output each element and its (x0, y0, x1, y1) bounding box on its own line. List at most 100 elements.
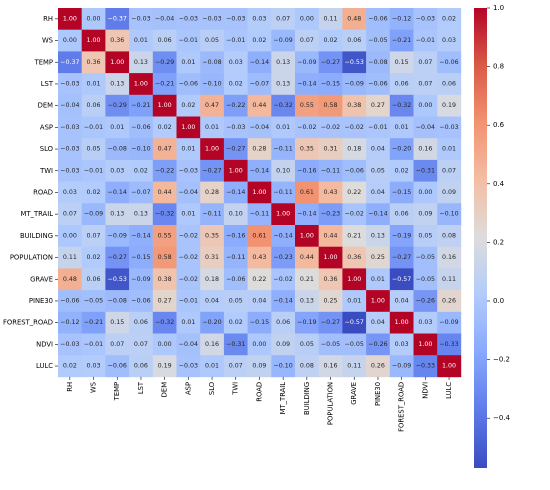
cell-value-label: −0.06 (108, 363, 127, 370)
cell-value-label: 0.43 (252, 254, 266, 261)
heatmap-cell (389, 311, 414, 334)
x-tick-label: PINE30 (374, 382, 382, 406)
cell-value-label: 0.01 (371, 276, 385, 283)
cell-value-label: −0.14 (226, 189, 245, 196)
cell-value-label: −0.09 (345, 80, 364, 87)
heatmap-cell (152, 225, 177, 247)
heatmap-cell (247, 225, 272, 247)
heatmap-cell (105, 333, 130, 356)
heatmap-cell (295, 225, 319, 247)
cell-value-label: 0.07 (442, 167, 456, 174)
heatmap-cell (342, 29, 367, 52)
heatmap-cell (389, 246, 414, 269)
cell-value-label: 0.36 (347, 254, 361, 261)
cell-value-label: −0.33 (416, 363, 435, 370)
cell-value-label: −0.21 (155, 80, 174, 87)
heatmap-cell (247, 355, 272, 378)
heatmap-cell (271, 94, 296, 117)
heatmap-cell (105, 138, 130, 161)
heatmap-cell (342, 268, 367, 291)
heatmap-cell (366, 246, 391, 269)
cell-value-label: −0.01 (416, 37, 435, 44)
heatmap-cell (247, 94, 272, 117)
cell-value-label: 0.06 (158, 37, 172, 44)
cell-value-label: 0.01 (181, 146, 195, 153)
cell-value-label: −0.27 (108, 254, 127, 261)
cell-value-label: −0.20 (392, 146, 411, 153)
cell-value-label: 0.04 (252, 297, 266, 304)
cell-value-label: −0.05 (345, 341, 364, 348)
heatmap-cell (295, 94, 319, 117)
cell-value-label: 0.11 (347, 363, 361, 370)
colorbar-tick-label: 0.8 (493, 63, 504, 71)
cell-value-label: −0.08 (108, 297, 127, 304)
heatmap-cell (247, 138, 272, 161)
y-tick-label: SLO (40, 145, 53, 153)
cell-value-label: 0.21 (300, 276, 314, 283)
cell-value-label: −0.27 (226, 146, 245, 153)
x-tick-label: LST (137, 381, 145, 394)
cell-value-label: 1.00 (347, 276, 361, 283)
heatmap-cell (271, 138, 296, 161)
cell-value-label: 0.11 (442, 276, 456, 283)
cell-value-label: 1.00 (229, 167, 243, 174)
cell-value-label: 0.06 (276, 319, 290, 326)
heatmap-cell (200, 94, 225, 117)
cell-value-label: 0.48 (63, 276, 77, 283)
heatmap-cell (81, 116, 106, 139)
heatmap-cell (152, 181, 177, 204)
cell-value-label: 0.07 (110, 341, 124, 348)
cell-value-label: −0.22 (155, 167, 174, 174)
heatmap-cell (152, 73, 177, 96)
cell-value-label: 0.08 (442, 232, 456, 239)
cell-value-label: 0.15 (110, 319, 124, 326)
heatmap-cell (81, 246, 106, 269)
cell-value-label: 0.03 (110, 167, 124, 174)
heatmap-cell (58, 355, 82, 378)
cell-value-label: 0.36 (87, 59, 101, 66)
cell-value-label: 1.00 (276, 211, 290, 218)
cell-value-label: 0.02 (229, 319, 243, 326)
cell-value-label: −0.27 (392, 254, 411, 261)
cell-value-label: 0.13 (276, 59, 290, 66)
x-tick-labels: RH WS TEMP LST DEM ASP SLO TWI ROAD MT_TRAIL BUILD… (66, 376, 453, 432)
heatmap-cell (389, 159, 414, 182)
colorbar-tick-label: 0.2 (493, 238, 504, 246)
heatmap-cell (318, 225, 343, 247)
cell-value-label: 0.44 (252, 102, 266, 109)
cell-value-label: 0.13 (371, 232, 385, 239)
cell-value-label: 0.00 (300, 15, 314, 22)
cell-value-label: 0.01 (181, 319, 195, 326)
heatmap-cell (437, 311, 462, 334)
heatmap-cell (223, 311, 248, 334)
heatmap-cell (81, 138, 106, 161)
cell-value-label: −0.04 (60, 102, 79, 109)
heatmap-cell (366, 225, 391, 247)
cell-value-label: −0.37 (60, 59, 79, 66)
heatmap-cell (295, 138, 319, 161)
heatmap-cell (58, 8, 82, 30)
heatmap-cell (366, 73, 391, 96)
heatmap-cell (366, 333, 391, 356)
cell-value-label: −0.03 (416, 15, 435, 22)
y-tick-label: BUILDING (20, 232, 53, 240)
heatmap-cell (318, 116, 343, 139)
heatmap-cell (129, 51, 154, 74)
heatmap-cell (342, 225, 367, 247)
heatmap-cell (413, 203, 438, 226)
heatmap-cell (200, 51, 225, 74)
y-tick-label: RH (43, 15, 53, 23)
cell-value-label: −0.02 (345, 211, 364, 218)
cell-value-label: −0.15 (131, 254, 150, 261)
cell-value-label: 1.00 (395, 319, 409, 326)
heatmap-cell (318, 181, 343, 204)
cell-value-label: −0.27 (321, 59, 340, 66)
cell-value-label: −0.09 (274, 37, 293, 44)
heatmap-cell (129, 311, 154, 334)
heatmap-cell (366, 203, 391, 226)
cell-value-label: −0.12 (392, 15, 411, 22)
cell-value-label: 0.36 (324, 276, 338, 283)
heatmap-cell (152, 159, 177, 182)
heatmap-cell (58, 138, 82, 161)
heatmap-cell (152, 268, 177, 291)
